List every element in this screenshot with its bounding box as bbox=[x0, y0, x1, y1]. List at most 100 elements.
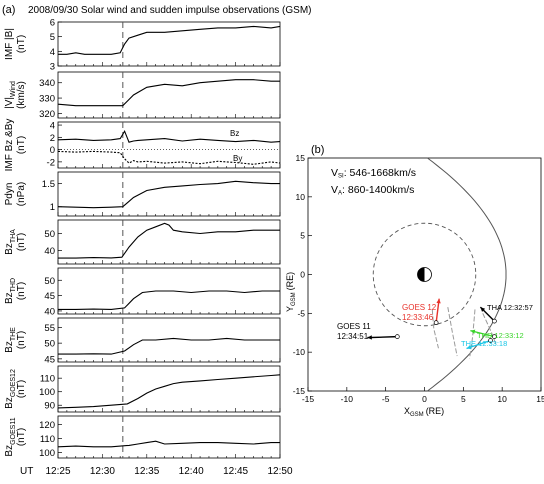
y-axis-unit: (nT) bbox=[16, 331, 27, 349]
series-line-bz_tha bbox=[58, 222, 280, 259]
panel-imf_b: 3 4 5 6 IMF |B| (nT) bbox=[4, 18, 281, 73]
x-tick-label: 12:50 bbox=[267, 466, 292, 477]
y-tick-label: 4 bbox=[50, 47, 55, 58]
map-x-tick-label: 10 bbox=[497, 394, 507, 404]
map-y-tick-label: 0 bbox=[300, 270, 305, 280]
panel-a-title: 2008/09/30 Solar wind and sudden impulse… bbox=[28, 5, 312, 16]
panel-frame bbox=[57, 71, 281, 119]
series-line-pdyn bbox=[57, 180, 280, 209]
y-tick-label: 50 bbox=[44, 276, 55, 287]
spacecraft-marker bbox=[492, 334, 497, 339]
y-axis-label: BzTHA bbox=[4, 229, 17, 255]
y-tick-label: 110 bbox=[40, 374, 55, 385]
series-line-v_wind bbox=[57, 79, 280, 107]
map-y-tick-label: -15 bbox=[293, 386, 306, 396]
y-axis-unit: (nPa) bbox=[16, 182, 27, 206]
series-line-bz_the bbox=[58, 337, 280, 355]
goes12-time: 12:33:46 bbox=[402, 313, 434, 322]
y-tick-label: 40 bbox=[44, 246, 55, 257]
y-axis-unit: (nT) bbox=[16, 35, 27, 53]
series-line-bz_goes11 bbox=[57, 440, 280, 448]
vsi-text: VSI: 546-1668km/s bbox=[331, 167, 416, 180]
spacecraft-marker bbox=[433, 320, 439, 326]
y-tick-label: 45 bbox=[44, 291, 55, 302]
tha-label: THA 12:32:57 bbox=[487, 303, 533, 312]
y-axis-label: BzTHE bbox=[4, 327, 17, 353]
magnetopause-curve bbox=[427, 157, 507, 392]
y-tick-label: 6 bbox=[50, 18, 55, 29]
panel-bz_the: 45 50 55 BzTHE (nT) bbox=[4, 317, 281, 365]
panel-frame bbox=[57, 415, 281, 459]
va-text: VA: 860-1400km/s bbox=[331, 184, 414, 197]
earth-night-side bbox=[417, 267, 425, 282]
goes12-label: GOES 12 bbox=[402, 303, 437, 312]
y-tick-label: 55 bbox=[44, 323, 55, 334]
y-axis-label: |V|Wind bbox=[4, 81, 17, 109]
map-y-tick-label: -5 bbox=[297, 308, 305, 318]
goes11-arrow bbox=[367, 335, 398, 340]
y-axis-label: BzGOES11 bbox=[4, 417, 17, 456]
spacecraft-orbit-trace bbox=[482, 313, 497, 345]
y-axis-unit: (nT) bbox=[16, 233, 27, 251]
spacecraft-marker bbox=[492, 318, 497, 324]
y-axis-unit: (nT) bbox=[16, 282, 27, 300]
y-tick-label: 4 bbox=[50, 121, 55, 132]
panel-frame bbox=[57, 121, 281, 169]
series-line-bz_goes12 bbox=[57, 374, 281, 409]
y-tick-label: 120 bbox=[39, 420, 55, 431]
y-tick-label: 0 bbox=[50, 145, 55, 156]
y-axis-label: IMF |B| bbox=[4, 28, 15, 60]
goes11-label: GOES 11 bbox=[337, 322, 371, 331]
panel-bz_thd: 40 45 50 BzTHD (nT) bbox=[4, 267, 281, 317]
orbit-map: -15 -10 -5 0 5 10 15 -15 -10 -5 0 5 10 15 bbox=[293, 153, 544, 404]
map-x-tick-label: -5 bbox=[382, 394, 390, 404]
goes12-arrow bbox=[435, 298, 441, 323]
y-tick-label: 1.5 bbox=[42, 179, 55, 190]
y-tick-label: 50 bbox=[44, 229, 55, 240]
panel-frame bbox=[57, 21, 281, 67]
y-axis-label: BzTHD bbox=[4, 278, 17, 304]
map-y-tick-label: 15 bbox=[296, 153, 306, 163]
x-tick-label: 12:40 bbox=[179, 466, 204, 477]
map-x-label: XGSM (RE) bbox=[404, 406, 444, 418]
y-tick-label: 90 bbox=[44, 401, 55, 412]
spacecraft-marker bbox=[394, 334, 400, 339]
panel-a-label: (a) bbox=[2, 4, 15, 16]
spacecraft-orbit-trace bbox=[447, 307, 458, 357]
y-axis-label: BzGOES12 bbox=[4, 369, 17, 409]
thd-arrow bbox=[470, 329, 495, 338]
map-x-tick-label: 0 bbox=[422, 394, 427, 404]
panel-bz_tha: 40 50 BzTHA (nT) bbox=[4, 219, 281, 265]
map-x-tick-label: 15 bbox=[536, 394, 544, 404]
series-label-by: By bbox=[233, 154, 242, 163]
spacecraft-orbit-trace bbox=[431, 309, 439, 349]
series-line-imf_b bbox=[58, 25, 281, 55]
y-tick-label: 3 bbox=[50, 62, 55, 73]
x-tick-label: 12:45 bbox=[223, 466, 248, 477]
y-axis-unit: (nT) bbox=[16, 136, 27, 154]
y-tick-label: 340 bbox=[39, 78, 55, 89]
panel-frame bbox=[57, 219, 281, 265]
series-line-by bbox=[57, 150, 281, 165]
y-tick-label: 50 bbox=[44, 339, 55, 350]
geo-orbit-circle bbox=[372, 222, 477, 327]
tha-arrow bbox=[479, 306, 495, 322]
y-tick-label: 330 bbox=[39, 94, 55, 105]
panel-b-label: (b) bbox=[311, 144, 324, 156]
series-label-bz: Bz bbox=[230, 129, 239, 138]
panel-frame bbox=[57, 171, 281, 217]
y-tick-label: 100 bbox=[39, 448, 55, 459]
thd-label: THD 12:33:12 bbox=[477, 331, 524, 340]
series-line-bz bbox=[57, 129, 281, 143]
y-tick-label: 100 bbox=[39, 387, 55, 398]
series-line-bz_thd bbox=[58, 290, 280, 310]
time-axis-ticks: 12:25 12:30 12:35 12:40 12:45 12:50 bbox=[45, 466, 292, 477]
y-axis-unit: (km/s) bbox=[16, 81, 27, 109]
map-y-tick-label: -10 bbox=[293, 347, 306, 357]
x-tick-label: 12:35 bbox=[134, 466, 159, 477]
y-axis-unit: (nT) bbox=[16, 380, 27, 398]
spacecraft-orbit-trace bbox=[469, 309, 476, 359]
